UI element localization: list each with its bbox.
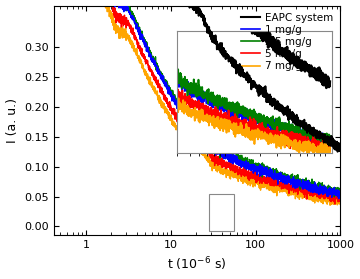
2.5 mg/g [185,113,189,117]
2.5 mg/g [278,171,282,174]
EAPC system [336,150,340,153]
1 mg/g [278,171,282,175]
1 mg/g [338,188,343,192]
5 mg/g [192,137,197,140]
1 mg/g [337,197,341,200]
EAPC system [338,145,343,149]
5 mg/g [185,128,189,132]
1 mg/g [330,187,334,190]
EAPC system [192,7,197,10]
Line: 2.5 mg/g: 2.5 mg/g [56,0,341,197]
5 mg/g [278,183,282,187]
7 mg/g [185,142,189,145]
5 mg/g [330,195,334,199]
Legend: EAPC system, 1 mg/g, 2.5 mg/g, 5 mg/g, 7 mg/g: EAPC system, 1 mg/g, 2.5 mg/g, 5 mg/g, 7… [239,11,335,73]
2.5 mg/g [338,188,343,191]
1 mg/g [185,117,189,120]
5 mg/g [338,195,343,199]
EAPC system [330,139,334,142]
Y-axis label: I (a. u.): I (a. u.) [5,98,19,143]
2.5 mg/g [330,188,334,191]
7 mg/g [328,203,332,207]
7 mg/g [338,201,343,205]
EAPC system [278,103,282,107]
Line: 1 mg/g: 1 mg/g [56,0,341,199]
2.5 mg/g [193,120,197,124]
7 mg/g [278,186,282,190]
EAPC system [330,141,334,144]
2.5 mg/g [330,188,334,191]
Line: EAPC system: EAPC system [56,0,341,152]
Line: 7 mg/g: 7 mg/g [56,0,341,205]
7 mg/g [193,147,197,151]
2.5 mg/g [337,195,341,199]
7 mg/g [330,198,334,201]
5 mg/g [330,194,334,198]
1 mg/g [192,124,197,127]
5 mg/g [333,202,337,206]
Bar [209,194,234,231]
X-axis label: t ($10^{-6}$ s): t ($10^{-6}$ s) [167,256,227,273]
7 mg/g [330,200,335,203]
Line: 5 mg/g: 5 mg/g [56,0,341,204]
1 mg/g [330,191,334,195]
